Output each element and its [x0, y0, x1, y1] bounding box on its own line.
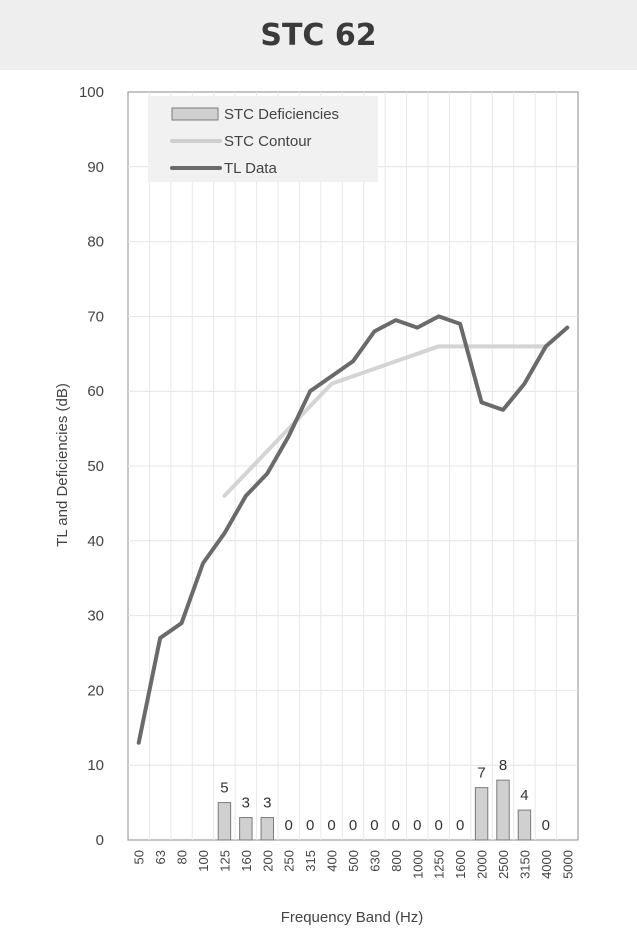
- deficiency-label: 4: [520, 787, 528, 804]
- deficiency-bars: [217, 779, 532, 841]
- deficiency-label: 0: [435, 817, 443, 834]
- x-tick-label: 160: [239, 850, 254, 872]
- legend-item-tl: TL Data: [224, 160, 277, 177]
- title-bar: STC 62: [0, 0, 637, 70]
- grid-lines: [127, 91, 579, 841]
- deficiency-label: 0: [285, 817, 293, 834]
- y-tick-label: 90: [87, 159, 104, 176]
- y-axis-label: TL and Deficiencies (dB): [54, 383, 71, 547]
- x-tick-label: 2000: [475, 850, 490, 879]
- deficiency-label: 5: [220, 780, 228, 797]
- x-tick-label: 50: [132, 850, 147, 864]
- legend-item-deficiencies: STC Deficiencies: [224, 106, 339, 123]
- deficiency-bar: [217, 802, 232, 841]
- legend-swatch-bar: [171, 107, 219, 121]
- x-tick-label: 3150: [517, 850, 532, 879]
- deficiency-label: 0: [542, 817, 550, 834]
- y-tick-labels: 0 10 20 30 40 50 60 70 80 90 100: [79, 84, 104, 849]
- x-tick-label: 2500: [496, 850, 511, 879]
- y-tick-label: 10: [87, 757, 104, 774]
- x-axis-label: Frequency Band (Hz): [281, 909, 424, 926]
- deficiency-label: 8: [499, 757, 507, 774]
- deficiency-labels: 53 30 0 0 0 0 0 0 0 07 840: [220, 757, 550, 834]
- deficiency-label: 7: [477, 765, 485, 782]
- x-tick-label: 200: [260, 850, 275, 872]
- deficiency-bar: [239, 817, 253, 841]
- deficiency-bar: [496, 779, 510, 841]
- y-tick-label: 30: [87, 608, 104, 625]
- deficiency-label: 0: [327, 817, 335, 834]
- x-tick-label: 63: [153, 850, 168, 864]
- deficiency-label: 0: [306, 817, 314, 834]
- y-tick-label: 70: [87, 308, 104, 325]
- deficiency-bar: [260, 817, 275, 841]
- x-tick-label: 315: [303, 850, 318, 872]
- page-title: STC 62: [260, 18, 377, 53]
- x-tick-label: 4000: [539, 850, 554, 879]
- y-tick-label: 40: [87, 533, 104, 550]
- y-tick-label: 80: [87, 234, 104, 251]
- y-tick-label: 50: [87, 458, 104, 475]
- deficiency-label: 0: [413, 817, 421, 834]
- stc-contour-line: [222, 344, 548, 498]
- deficiency-bar: [474, 787, 489, 841]
- x-tick-label: 250: [282, 850, 297, 872]
- deficiency-label: 0: [349, 817, 357, 834]
- y-tick-label: 0: [96, 832, 104, 849]
- deficiency-label: 0: [370, 817, 378, 834]
- legend-item-contour: STC Contour: [224, 133, 312, 150]
- x-tick-label: 1250: [432, 850, 447, 879]
- x-tick-label: 125: [217, 850, 232, 872]
- x-tick-label: 5000: [560, 850, 575, 879]
- x-tick-label: 1600: [453, 850, 468, 879]
- x-tick-label: 100: [196, 850, 211, 872]
- y-tick-label: 20: [87, 682, 104, 699]
- x-tick-label: 400: [325, 850, 340, 872]
- x-tick-label: 800: [389, 850, 404, 872]
- chart-legend: STC Deficiencies STC Contour TL Data: [148, 96, 378, 182]
- deficiency-label: 0: [392, 817, 400, 834]
- y-tick-label: 60: [87, 383, 104, 400]
- x-tick-label: 630: [367, 850, 382, 872]
- deficiency-label: 3: [242, 795, 250, 812]
- x-tick-label: 1000: [410, 850, 425, 879]
- deficiency-label: 0: [456, 817, 464, 834]
- x-tick-label: 500: [346, 850, 361, 872]
- deficiency-bar: [517, 809, 532, 841]
- x-tick-labels: 50 63 80 100 125 160 200 250 315 400 500 630 800 1000…: [132, 850, 576, 879]
- y-tick-label: 100: [79, 84, 104, 101]
- series-lines: [136, 314, 570, 745]
- deficiency-label: 3: [263, 795, 271, 812]
- x-tick-label: 80: [175, 850, 190, 864]
- tl-data-line: [136, 314, 570, 745]
